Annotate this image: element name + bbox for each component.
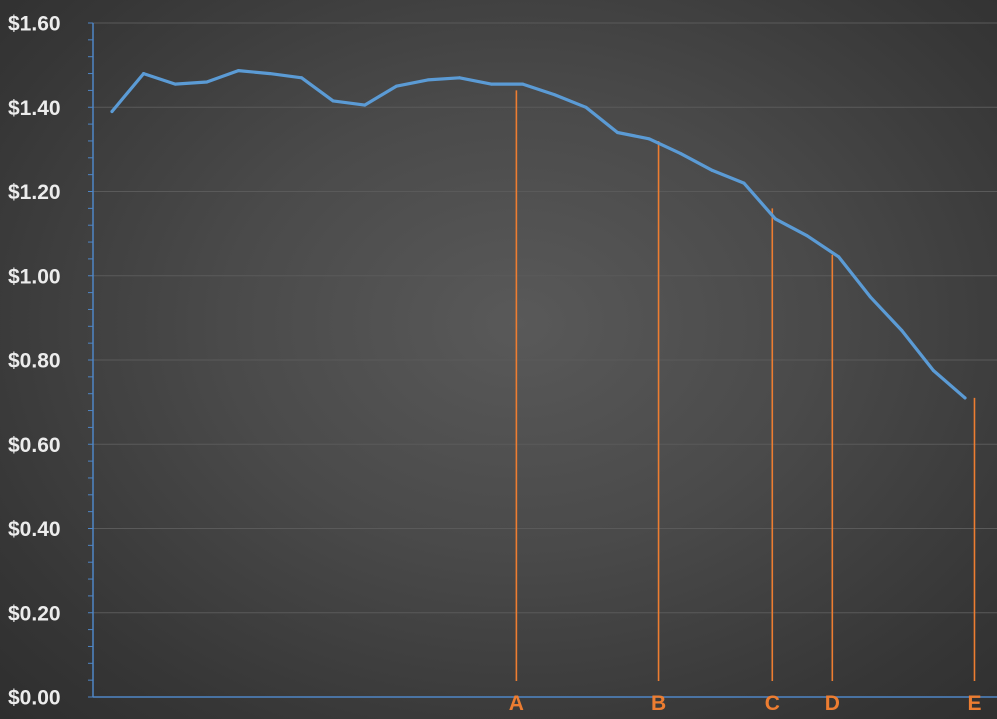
data-point xyxy=(300,76,304,80)
marker-label-c: C xyxy=(765,692,780,715)
data-point xyxy=(773,217,777,221)
data-point xyxy=(679,152,683,156)
data-point xyxy=(205,80,209,84)
marker-label-b: B xyxy=(651,692,666,715)
data-point xyxy=(931,369,935,373)
data-point xyxy=(458,76,462,80)
data-point xyxy=(521,82,525,86)
data-point xyxy=(837,255,841,259)
data-point xyxy=(710,168,714,172)
y-tick-label-1: $0.20 xyxy=(8,602,61,625)
y-axis: $0.00 $0.20 $0.40 $0.60 $0.80 $1.00 $1.20 $1.40… xyxy=(8,13,997,710)
data-point xyxy=(394,84,398,88)
gridlines xyxy=(93,22,997,614)
data-point xyxy=(805,234,809,238)
data-point xyxy=(426,78,430,82)
data-point xyxy=(142,72,146,76)
y-tick-label-6: $1.20 xyxy=(8,181,61,204)
data-point xyxy=(489,82,493,86)
y-tick-label-5: $1.00 xyxy=(8,265,61,288)
data-point xyxy=(963,396,967,400)
data-point xyxy=(173,82,177,86)
data-point xyxy=(236,69,240,73)
data-point xyxy=(552,93,556,97)
y-tick-label-2: $0.40 xyxy=(8,518,61,541)
marker-label-a: A xyxy=(509,692,524,715)
series-line-0 xyxy=(110,68,967,400)
data-point xyxy=(647,137,651,141)
data-point xyxy=(584,105,588,109)
data-point xyxy=(331,99,335,103)
data-point xyxy=(742,181,746,185)
series xyxy=(110,68,967,400)
markers: A B C D E xyxy=(509,90,981,715)
data-point xyxy=(363,103,367,107)
data-point xyxy=(615,131,619,135)
data-point xyxy=(110,109,114,113)
marker-label-e: E xyxy=(967,692,981,715)
y-tick-label-8: $1.60 xyxy=(8,13,61,36)
y-tick-label-3: $0.60 xyxy=(8,434,61,457)
data-point xyxy=(268,72,272,76)
y-tick-label-0: $0.00 xyxy=(8,687,61,710)
y-tick-label-4: $0.80 xyxy=(8,350,61,373)
data-point xyxy=(868,295,872,299)
y-tick-label-7: $1.40 xyxy=(8,97,61,120)
data-point xyxy=(900,329,904,333)
marker-label-d: D xyxy=(825,692,840,715)
